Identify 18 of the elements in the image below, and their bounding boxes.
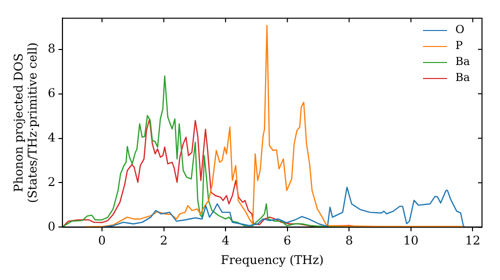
x-tick-label: 6 bbox=[284, 234, 292, 248]
x-tick-label: 2 bbox=[160, 234, 168, 248]
x-tick-label: 10 bbox=[403, 234, 419, 248]
legend-label: Ba bbox=[455, 70, 470, 86]
legend-label: O bbox=[455, 22, 464, 38]
y-tick-label: 2 bbox=[48, 174, 56, 189]
x-tick-label: 0 bbox=[98, 234, 106, 248]
x-axis-title: Frequency (THz) bbox=[220, 252, 324, 267]
x-tick-label: 12 bbox=[465, 234, 480, 248]
y-tick-label: 6 bbox=[48, 86, 56, 100]
y-tick-label: 0 bbox=[48, 219, 56, 234]
x-tick-label: 4 bbox=[222, 234, 230, 248]
x-tick-label: 8 bbox=[345, 234, 353, 248]
y-tick-label: 4 bbox=[48, 130, 56, 144]
y-tick-label: 8 bbox=[48, 41, 56, 56]
y-axis-title: Phonon projected DOS (States/THz·primitive cell) bbox=[11, 42, 40, 204]
legend-label: Ba bbox=[455, 54, 470, 70]
legend-label: P bbox=[455, 38, 463, 54]
